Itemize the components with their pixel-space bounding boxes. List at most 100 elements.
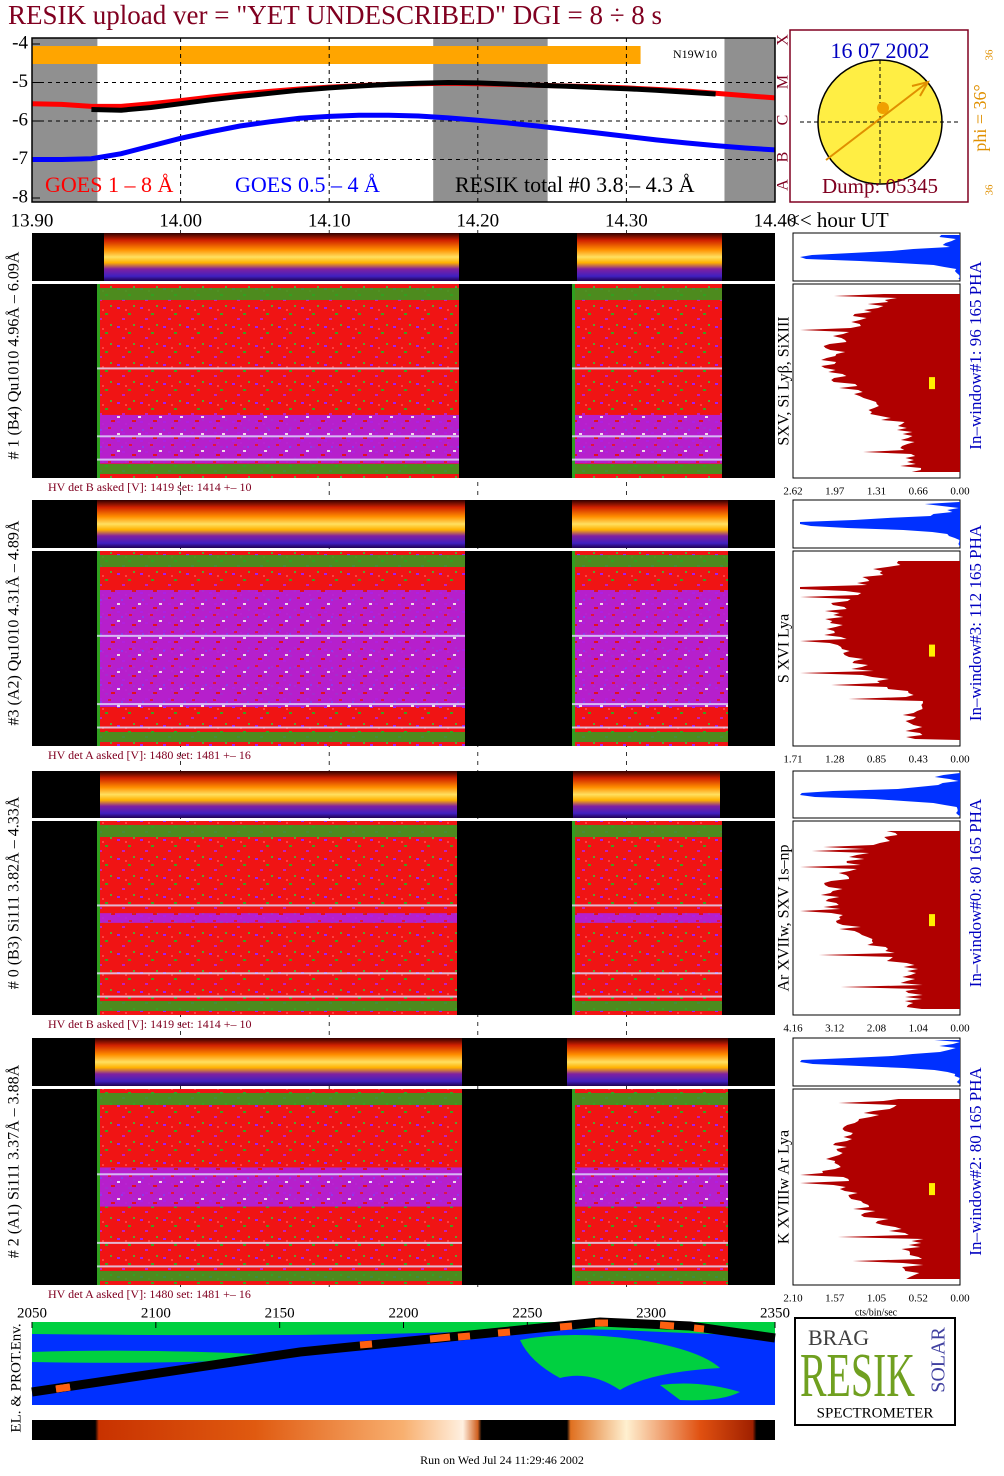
date: 16 07 2002 (831, 38, 930, 63)
edge-green (97, 551, 100, 746)
strip-image (567, 1038, 728, 1086)
logo-main: RESIK (800, 1342, 915, 1410)
edge-green (97, 555, 465, 567)
window-label: In–window#0: 80 165 PHA (966, 798, 985, 987)
class-label: C (775, 115, 792, 126)
logo-top: BRAG (808, 1325, 869, 1350)
streak (572, 458, 722, 461)
streak (572, 972, 722, 975)
axis-arrow (825, 81, 929, 161)
edge-green (97, 288, 459, 300)
hist-tick-label: 2.08 (867, 1023, 887, 1035)
hv-text: HV det A asked [V]: 1480 set: 1481 +– 16 (48, 748, 251, 762)
flag-bar (32, 46, 641, 64)
edge-green (572, 1001, 722, 1011)
lines-label: SXV, Si Lyβ, SiXIII (776, 316, 793, 445)
edge-green (97, 1001, 457, 1011)
strip-image (573, 771, 720, 818)
eclipse (32, 38, 98, 202)
hist-tick-label: 1.05 (867, 1293, 887, 1305)
plot-bg (32, 38, 775, 202)
streak (572, 703, 728, 706)
legend-entry: GOES 1 – 8 Å (45, 172, 173, 197)
logo: BRAG RESIK SOLAR SPECTROMETER (794, 1317, 956, 1426)
footer: Run on Wed Jul 24 11:29:46 2002 (420, 1453, 584, 1467)
strip-image (100, 771, 457, 818)
streak (572, 435, 722, 438)
inset-frame (789, 29, 969, 203)
strip-image (577, 233, 722, 281)
marker (929, 1183, 935, 1196)
class-label: M (775, 75, 792, 89)
spectrum-hist (800, 561, 960, 740)
orbit-tick-label: 2150 (265, 1305, 295, 1321)
x-axis-label: << hour UT (788, 208, 889, 232)
hist-tick-label: 4.16 (783, 1023, 803, 1035)
edge-green (572, 825, 722, 837)
color-bar (32, 1420, 775, 1440)
logo-bottom: SPECTROMETER (817, 1405, 934, 1421)
streak (97, 435, 459, 438)
y-tick-label: -6 (12, 109, 28, 130)
strip-image (572, 500, 728, 548)
annotation: N19W10 (673, 47, 717, 61)
streak (572, 367, 722, 370)
streak (97, 367, 459, 370)
edge-green (572, 821, 575, 1015)
hv-text: HV det A asked [V]: 1480 set: 1481 +– 16 (48, 1287, 251, 1301)
edge-green (97, 464, 459, 474)
orbit-tick-label: 2200 (389, 1305, 419, 1321)
hist-tick-label: 1.04 (909, 1023, 929, 1035)
window-label: In–window#2: 80 165 PHA (966, 1067, 985, 1256)
strip-image (104, 233, 459, 281)
streak (97, 972, 457, 975)
edge-green (97, 825, 457, 837)
edge-green (97, 284, 100, 478)
edge-green (572, 288, 722, 300)
edge-green (572, 284, 575, 478)
orbit-panel: EL. & PROT.Env. 2050 2100 2150 2200 2250 2300… (8, 1305, 790, 1440)
edge-green (572, 464, 722, 474)
hist-tick-label: 2.10 (783, 1293, 803, 1305)
streak (97, 726, 465, 729)
streak (572, 1241, 728, 1244)
phi-tick: 36 (984, 184, 996, 196)
streak (97, 703, 465, 706)
hist-tick-label: 1.97 (825, 486, 845, 498)
land (660, 1383, 740, 1401)
orbit-label: EL. & PROT.Env. (8, 1323, 24, 1432)
hist-tick-label: 1.31 (867, 486, 886, 498)
class-label: B (775, 152, 792, 163)
streak (97, 904, 457, 907)
arrow-head (911, 80, 931, 97)
image-purple (572, 913, 722, 923)
spectrum-hist (800, 294, 960, 472)
orbit-tick-label: 2100 (141, 1305, 171, 1321)
hist-tick-label: 3.12 (825, 1023, 844, 1035)
legend-entry: RESIK total #0 3.8 – 4.3 Å (455, 172, 695, 197)
marker (929, 644, 935, 657)
hist-unit: cts/bin/sec (855, 1307, 898, 1318)
hist-tick-label: 0.66 (909, 486, 929, 498)
orbit-track (31, 1317, 776, 1397)
edge-green (97, 732, 465, 742)
image-purple (97, 590, 465, 707)
edge-green (572, 732, 728, 742)
image-purple (97, 414, 459, 464)
x-tick-label: 14.20 (456, 210, 499, 231)
hist-tick-label: 1.28 (825, 754, 845, 766)
pha-hist (800, 1040, 960, 1084)
x-tick-label: 14.30 (605, 210, 648, 231)
pha-hist (800, 235, 960, 279)
spectrum-hist (800, 1099, 960, 1279)
hist-tick-label: 1.57 (825, 1293, 845, 1305)
streak (572, 1173, 728, 1176)
edge-green (97, 1089, 100, 1285)
logo-frame (794, 1317, 956, 1426)
hist-tick-label: 0.00 (950, 1293, 970, 1305)
plot-frame (31, 37, 776, 203)
detector-label: # 2 (A1) Si111 3.37Å – 3.88Å (5, 1064, 23, 1258)
edge-green (572, 1089, 575, 1285)
image-purple (572, 414, 722, 464)
